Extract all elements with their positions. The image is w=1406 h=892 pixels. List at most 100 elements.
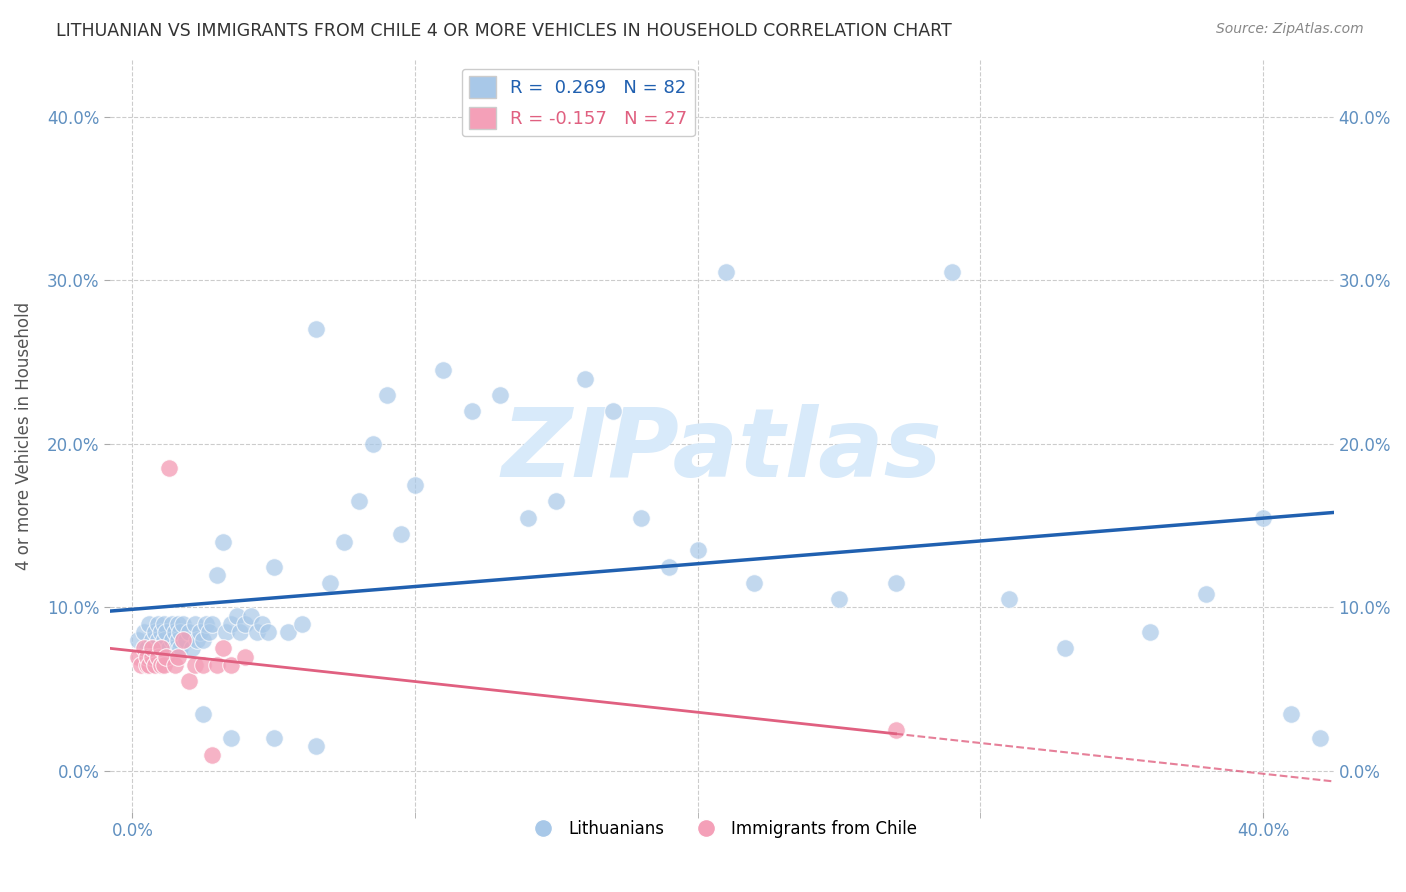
Point — [235, 649, 257, 664]
Point — [129, 657, 152, 672]
Point — [188, 625, 211, 640]
Point — [941, 265, 963, 279]
Point — [257, 625, 280, 640]
Point — [160, 616, 183, 631]
Text: ZIPatlas: ZIPatlas — [502, 404, 942, 497]
Point — [135, 641, 157, 656]
Point — [517, 510, 540, 524]
Point — [127, 633, 149, 648]
Point — [135, 657, 157, 672]
Point — [305, 322, 328, 336]
Point — [277, 625, 299, 640]
Point — [141, 649, 163, 664]
Point — [742, 576, 765, 591]
Point — [177, 674, 200, 689]
Point — [152, 616, 174, 631]
Point — [460, 404, 482, 418]
Point — [884, 723, 907, 738]
Point — [1139, 625, 1161, 640]
Point — [138, 657, 160, 672]
Point — [183, 616, 205, 631]
Point — [221, 657, 243, 672]
Point — [143, 641, 166, 656]
Point — [166, 649, 188, 664]
Point — [160, 633, 183, 648]
Point — [714, 265, 737, 279]
Point — [186, 633, 208, 648]
Point — [333, 535, 356, 549]
Point — [389, 526, 412, 541]
Point — [489, 388, 512, 402]
Point — [602, 404, 624, 418]
Point — [166, 616, 188, 631]
Point — [180, 641, 202, 656]
Point — [221, 731, 243, 746]
Point — [146, 649, 169, 664]
Point — [177, 625, 200, 640]
Point — [135, 649, 157, 664]
Y-axis label: 4 or more Vehicles in Household: 4 or more Vehicles in Household — [15, 301, 32, 570]
Point — [997, 592, 1019, 607]
Point — [163, 641, 186, 656]
Point — [149, 641, 172, 656]
Point — [155, 649, 177, 664]
Point — [149, 641, 172, 656]
Point — [375, 388, 398, 402]
Point — [240, 608, 263, 623]
Point — [229, 625, 252, 640]
Point — [686, 543, 709, 558]
Point — [226, 608, 249, 623]
Point — [143, 657, 166, 672]
Point — [172, 616, 194, 631]
Point — [138, 616, 160, 631]
Point — [141, 641, 163, 656]
Point — [205, 657, 228, 672]
Point — [197, 625, 219, 640]
Point — [174, 633, 197, 648]
Point — [152, 633, 174, 648]
Point — [246, 625, 269, 640]
Point — [404, 477, 426, 491]
Point — [194, 616, 217, 631]
Point — [163, 657, 186, 672]
Point — [1054, 641, 1077, 656]
Point — [155, 625, 177, 640]
Point — [132, 641, 155, 656]
Point — [191, 706, 214, 721]
Point — [546, 494, 568, 508]
Point — [172, 633, 194, 648]
Point — [361, 437, 384, 451]
Point — [884, 576, 907, 591]
Point — [169, 625, 191, 640]
Point — [1195, 587, 1218, 601]
Point — [574, 371, 596, 385]
Point — [191, 657, 214, 672]
Point — [263, 731, 285, 746]
Point — [235, 616, 257, 631]
Point — [149, 657, 172, 672]
Point — [1279, 706, 1302, 721]
Point — [169, 641, 191, 656]
Point — [212, 535, 235, 549]
Point — [149, 625, 172, 640]
Point — [205, 567, 228, 582]
Text: LITHUANIAN VS IMMIGRANTS FROM CHILE 4 OR MORE VEHICLES IN HOUSEHOLD CORRELATION : LITHUANIAN VS IMMIGRANTS FROM CHILE 4 OR… — [56, 22, 952, 40]
Point — [146, 616, 169, 631]
Point — [132, 625, 155, 640]
Point — [221, 616, 243, 631]
Point — [1308, 731, 1330, 746]
Point — [200, 616, 222, 631]
Point — [252, 616, 274, 631]
Point — [432, 363, 454, 377]
Point — [143, 625, 166, 640]
Point — [305, 739, 328, 754]
Point — [630, 510, 652, 524]
Point — [152, 657, 174, 672]
Point — [127, 649, 149, 664]
Point — [183, 657, 205, 672]
Point — [157, 641, 180, 656]
Point — [191, 633, 214, 648]
Point — [157, 461, 180, 475]
Legend: Lithuanians, Immigrants from Chile: Lithuanians, Immigrants from Chile — [520, 814, 924, 845]
Point — [263, 559, 285, 574]
